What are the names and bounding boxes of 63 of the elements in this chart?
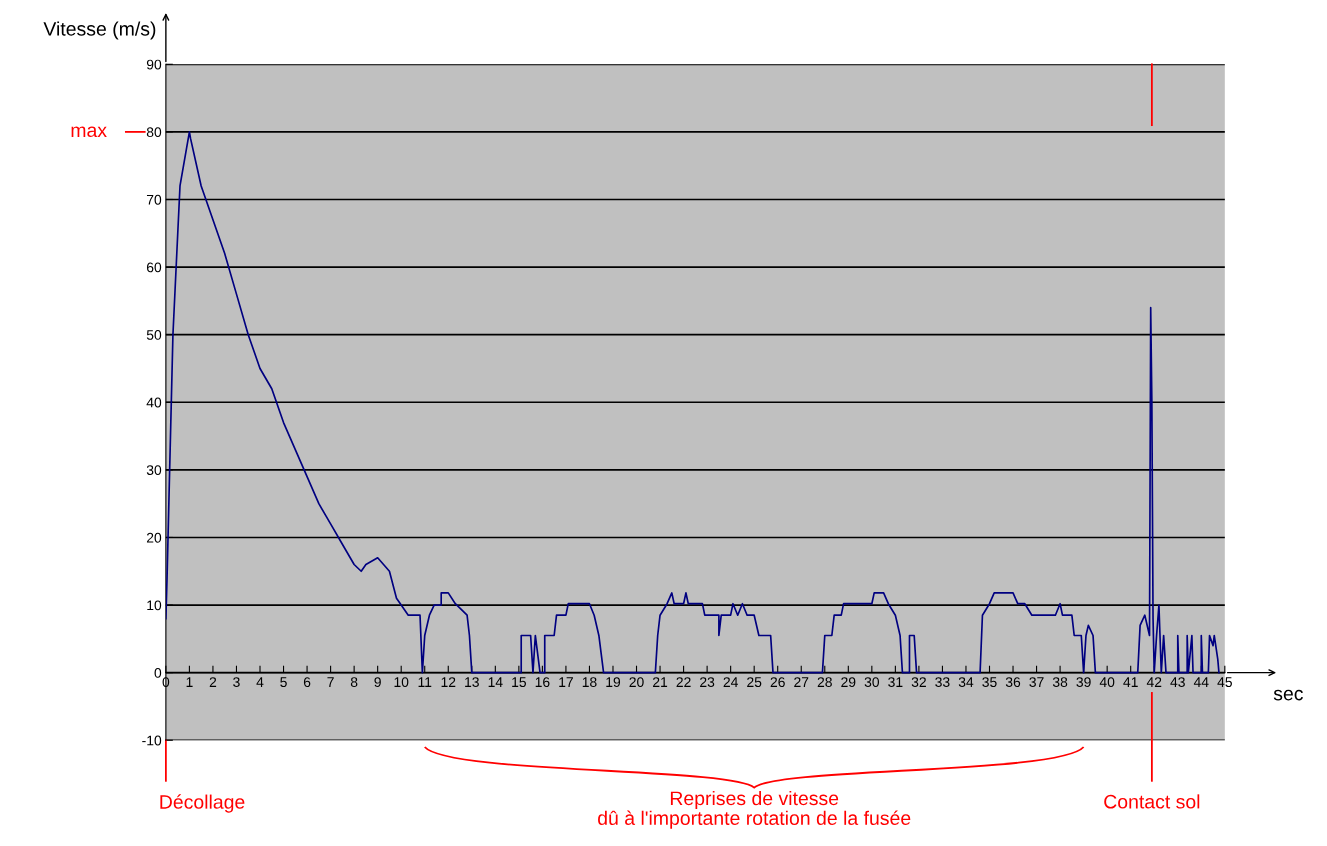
y-tick-label: 70 — [146, 194, 162, 205]
x-tick-label: 17 — [559, 677, 573, 687]
x-tick-label: 12 — [441, 677, 456, 687]
x-tick-label: 19 — [606, 677, 621, 688]
x-tick-label: 9 — [374, 677, 381, 688]
x-tick-label: 27 — [794, 677, 809, 687]
x-tick-label: 5 — [280, 677, 287, 688]
x-tick-label: 40 — [1099, 677, 1115, 688]
x-tick-label: 43 — [1170, 677, 1185, 688]
text: max — [71, 126, 107, 138]
x-tick-label: 36 — [1005, 677, 1021, 688]
text: Décollage — [160, 794, 245, 813]
x-tick-label: 37 — [1029, 677, 1044, 688]
y-tick-label: 80 — [146, 127, 162, 138]
x-tick-label: 31 — [888, 677, 903, 688]
x-tick-label: 1 — [186, 677, 193, 687]
x-tick-label: 26 — [770, 677, 785, 688]
y-tick-label: 30 — [146, 465, 162, 476]
y-tick-label: 60 — [146, 262, 162, 273]
x-axis-title: sec — [1273, 689, 1303, 701]
x-tick-label: 21 — [653, 677, 668, 687]
x-tick-label: 42 — [1146, 677, 1162, 687]
y-axis-title: Vitesse (m/s) — [43, 21, 156, 40]
x-tick-label: 20 — [629, 677, 644, 688]
x-tick-label: 16 — [535, 677, 550, 688]
x-tick-label: 45 — [1217, 677, 1232, 688]
x-tick-label: 4 — [256, 677, 264, 687]
y-tick-label: 50 — [146, 330, 162, 340]
x-tick-label: 13 — [465, 677, 479, 688]
y-tick-label: -10 — [142, 735, 162, 746]
x-tick-label: 38 — [1052, 677, 1068, 688]
x-tick-label: 6 — [303, 677, 311, 688]
x-tick-label: 25 — [747, 677, 762, 688]
x-tick-label: 22 — [676, 677, 691, 687]
y-tick-label: 90 — [146, 59, 162, 70]
x-tick-label: 29 — [841, 677, 856, 688]
x-tick-label: 2 — [209, 677, 217, 687]
x-tick-label: 33 — [935, 677, 950, 688]
x-tick-label: 34 — [958, 677, 974, 688]
x-tick-label: 23 — [700, 677, 715, 688]
x-tick-label: 24 — [723, 677, 738, 687]
x-tick-label: 7 — [327, 677, 334, 687]
x-tick-label: 8 — [350, 677, 358, 688]
x-tick-label: 30 — [864, 677, 880, 688]
text: Reprises de vitesse dû à l'importante rotation de la fusée — [598, 790, 911, 829]
x-tick-label: 32 — [911, 677, 926, 688]
x-tick-label: 44 — [1193, 677, 1209, 687]
x-tick-label: 18 — [582, 677, 597, 688]
y-tick-label: 40 — [146, 397, 162, 408]
y-tick-label: 20 — [146, 532, 162, 543]
x-tick-label: 41 — [1123, 677, 1138, 687]
x-tick-label: 3 — [233, 677, 240, 688]
x-tick-label: 15 — [512, 677, 526, 688]
x-tick-label: 10 — [394, 677, 409, 688]
y-tick-label: 10 — [147, 600, 162, 611]
x-tick-label: 35 — [982, 677, 997, 688]
x-tick-label: 11 — [418, 677, 432, 687]
y-tick-label: 0 — [154, 667, 162, 678]
line-series — [165, 131, 1220, 674]
x-tick-label: 39 — [1076, 677, 1091, 688]
x-tick-label: 28 — [817, 677, 832, 688]
x-tick-label: 14 — [488, 677, 503, 687]
ref-line-label: Contact sol — [1104, 794, 1200, 809]
